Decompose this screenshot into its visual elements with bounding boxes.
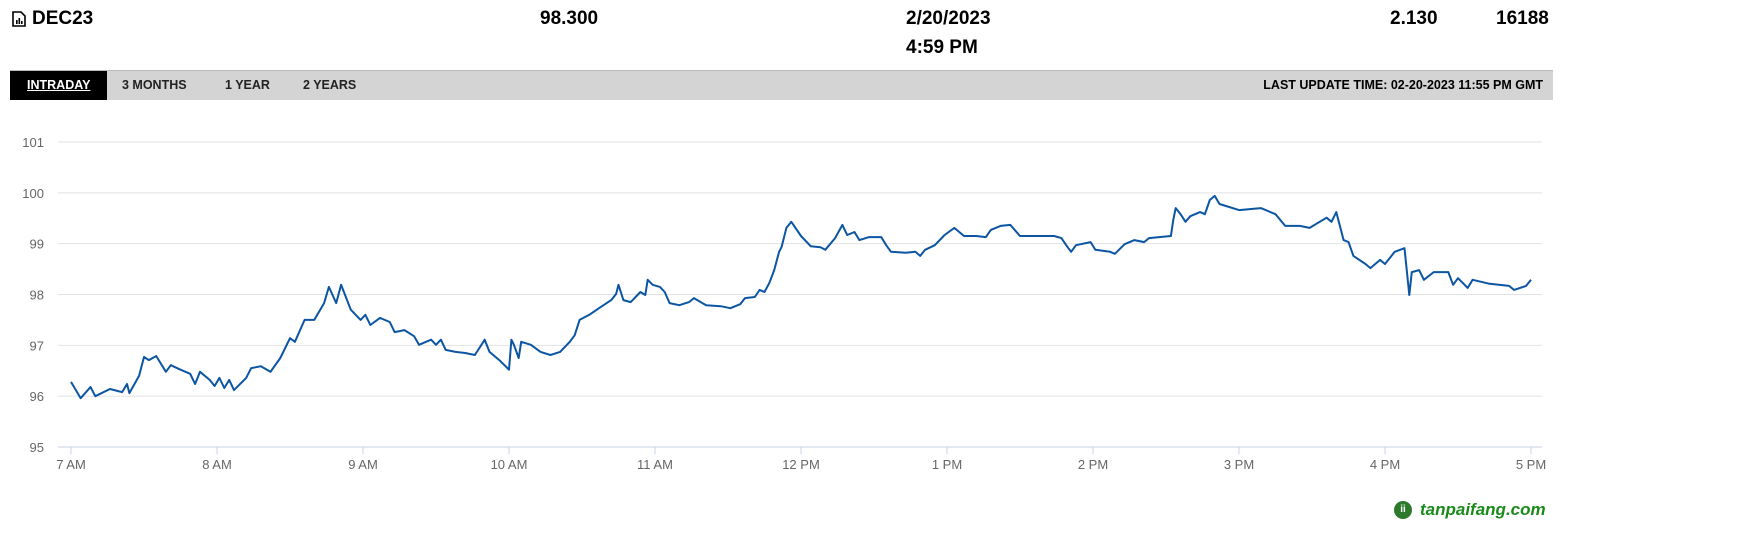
quote-date: 2/20/2023	[906, 8, 991, 29]
last-update-time: LAST UPDATE TIME: 02-20-2023 11:55 PM GM…	[1263, 78, 1543, 92]
chart-document-icon	[12, 11, 26, 27]
x-tick-label: 10 AM	[491, 457, 528, 472]
y-tick-label: 101	[22, 135, 44, 150]
price-line	[70, 194, 1532, 400]
watermark-logo-icon: ii	[1394, 501, 1412, 519]
range-tabs: INTRADAY 3 MONTHS 1 YEAR 2 YEARS LAST UP…	[10, 70, 1553, 100]
y-tick-label: 96	[30, 389, 44, 404]
price-change: 2.130	[1390, 8, 1438, 29]
quote-time: 4:59 PM	[906, 37, 978, 58]
x-tick-label: 11 AM	[637, 457, 673, 472]
symbol-title: DEC23	[12, 8, 93, 30]
x-tick-label: 12 PM	[782, 457, 820, 472]
tab-intraday[interactable]: INTRADAY	[10, 71, 108, 100]
x-tick-label: 5 PM	[1516, 457, 1546, 472]
watermark-text: tanpaifang.com	[1420, 500, 1546, 519]
tab-3-months[interactable]: 3 MONTHS	[122, 78, 187, 92]
volume: 16188	[1496, 8, 1549, 29]
y-tick-label: 99	[30, 237, 44, 252]
tab-2-years[interactable]: 2 YEARS	[303, 78, 357, 92]
y-tick-label: 95	[30, 440, 44, 455]
x-tick-label: 4 PM	[1370, 457, 1400, 472]
x-tick-label: 8 AM	[202, 457, 232, 472]
x-tick-label: 2 PM	[1078, 457, 1108, 472]
last-price: 98.300	[540, 8, 599, 29]
symbol-label: DEC23	[32, 8, 94, 29]
watermark: ii tanpaifang.com	[1394, 500, 1546, 520]
y-tick-label: 98	[30, 288, 44, 303]
x-tick-label: 7 AM	[56, 457, 86, 472]
y-tick-label: 100	[22, 186, 44, 201]
x-tick-label: 3 PM	[1224, 457, 1254, 472]
y-tick-label: 97	[30, 338, 44, 353]
tab-1-year[interactable]: 1 YEAR	[225, 78, 270, 92]
x-tick-label: 9 AM	[348, 457, 378, 472]
x-tick-label: 1 PM	[932, 457, 962, 472]
